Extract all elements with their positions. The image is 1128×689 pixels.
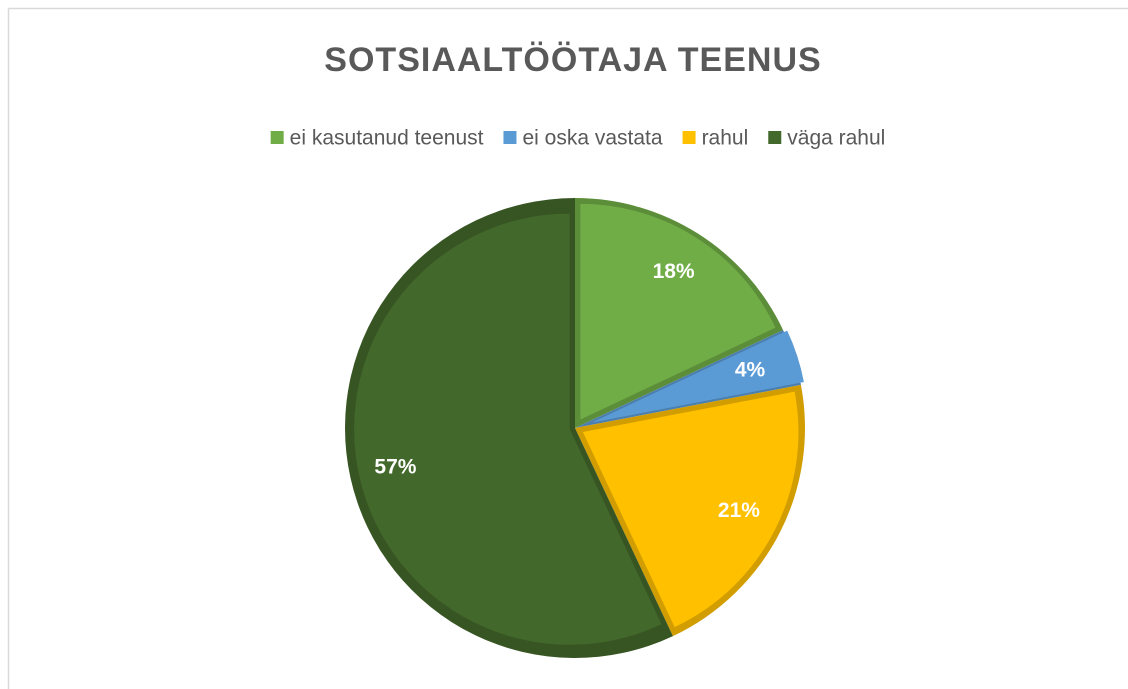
slice-group: [354, 213, 662, 645]
legend-swatch: [270, 131, 284, 144]
slice-group: [580, 203, 776, 420]
data-label: 21%: [718, 499, 760, 522]
chart-title: SOTSIAALTÖÖTAJA TEENUS: [324, 41, 821, 79]
legend-label: rahul: [702, 127, 749, 150]
slice: [582, 391, 799, 628]
pie: 18% 4% 21% 57%: [345, 198, 806, 658]
slice: [354, 213, 662, 645]
slice: [592, 330, 804, 423]
data-label: 57%: [374, 456, 416, 479]
legend: ei kasutanud teenust ei oska vastata rahul…: [270, 127, 885, 150]
legend-swatch: [768, 131, 782, 144]
legend-label: väga rahul: [787, 127, 885, 150]
data-label: 18%: [653, 260, 695, 283]
slice-group: [582, 391, 799, 628]
data-label: 4%: [735, 359, 766, 382]
legend-label: ei kasutanud teenust: [290, 127, 484, 150]
slice: [580, 203, 776, 420]
legend-label: ei oska vastata: [522, 127, 662, 150]
legend-swatch: [682, 131, 696, 144]
slice-group: [592, 330, 804, 423]
legend-swatch: [503, 131, 517, 144]
